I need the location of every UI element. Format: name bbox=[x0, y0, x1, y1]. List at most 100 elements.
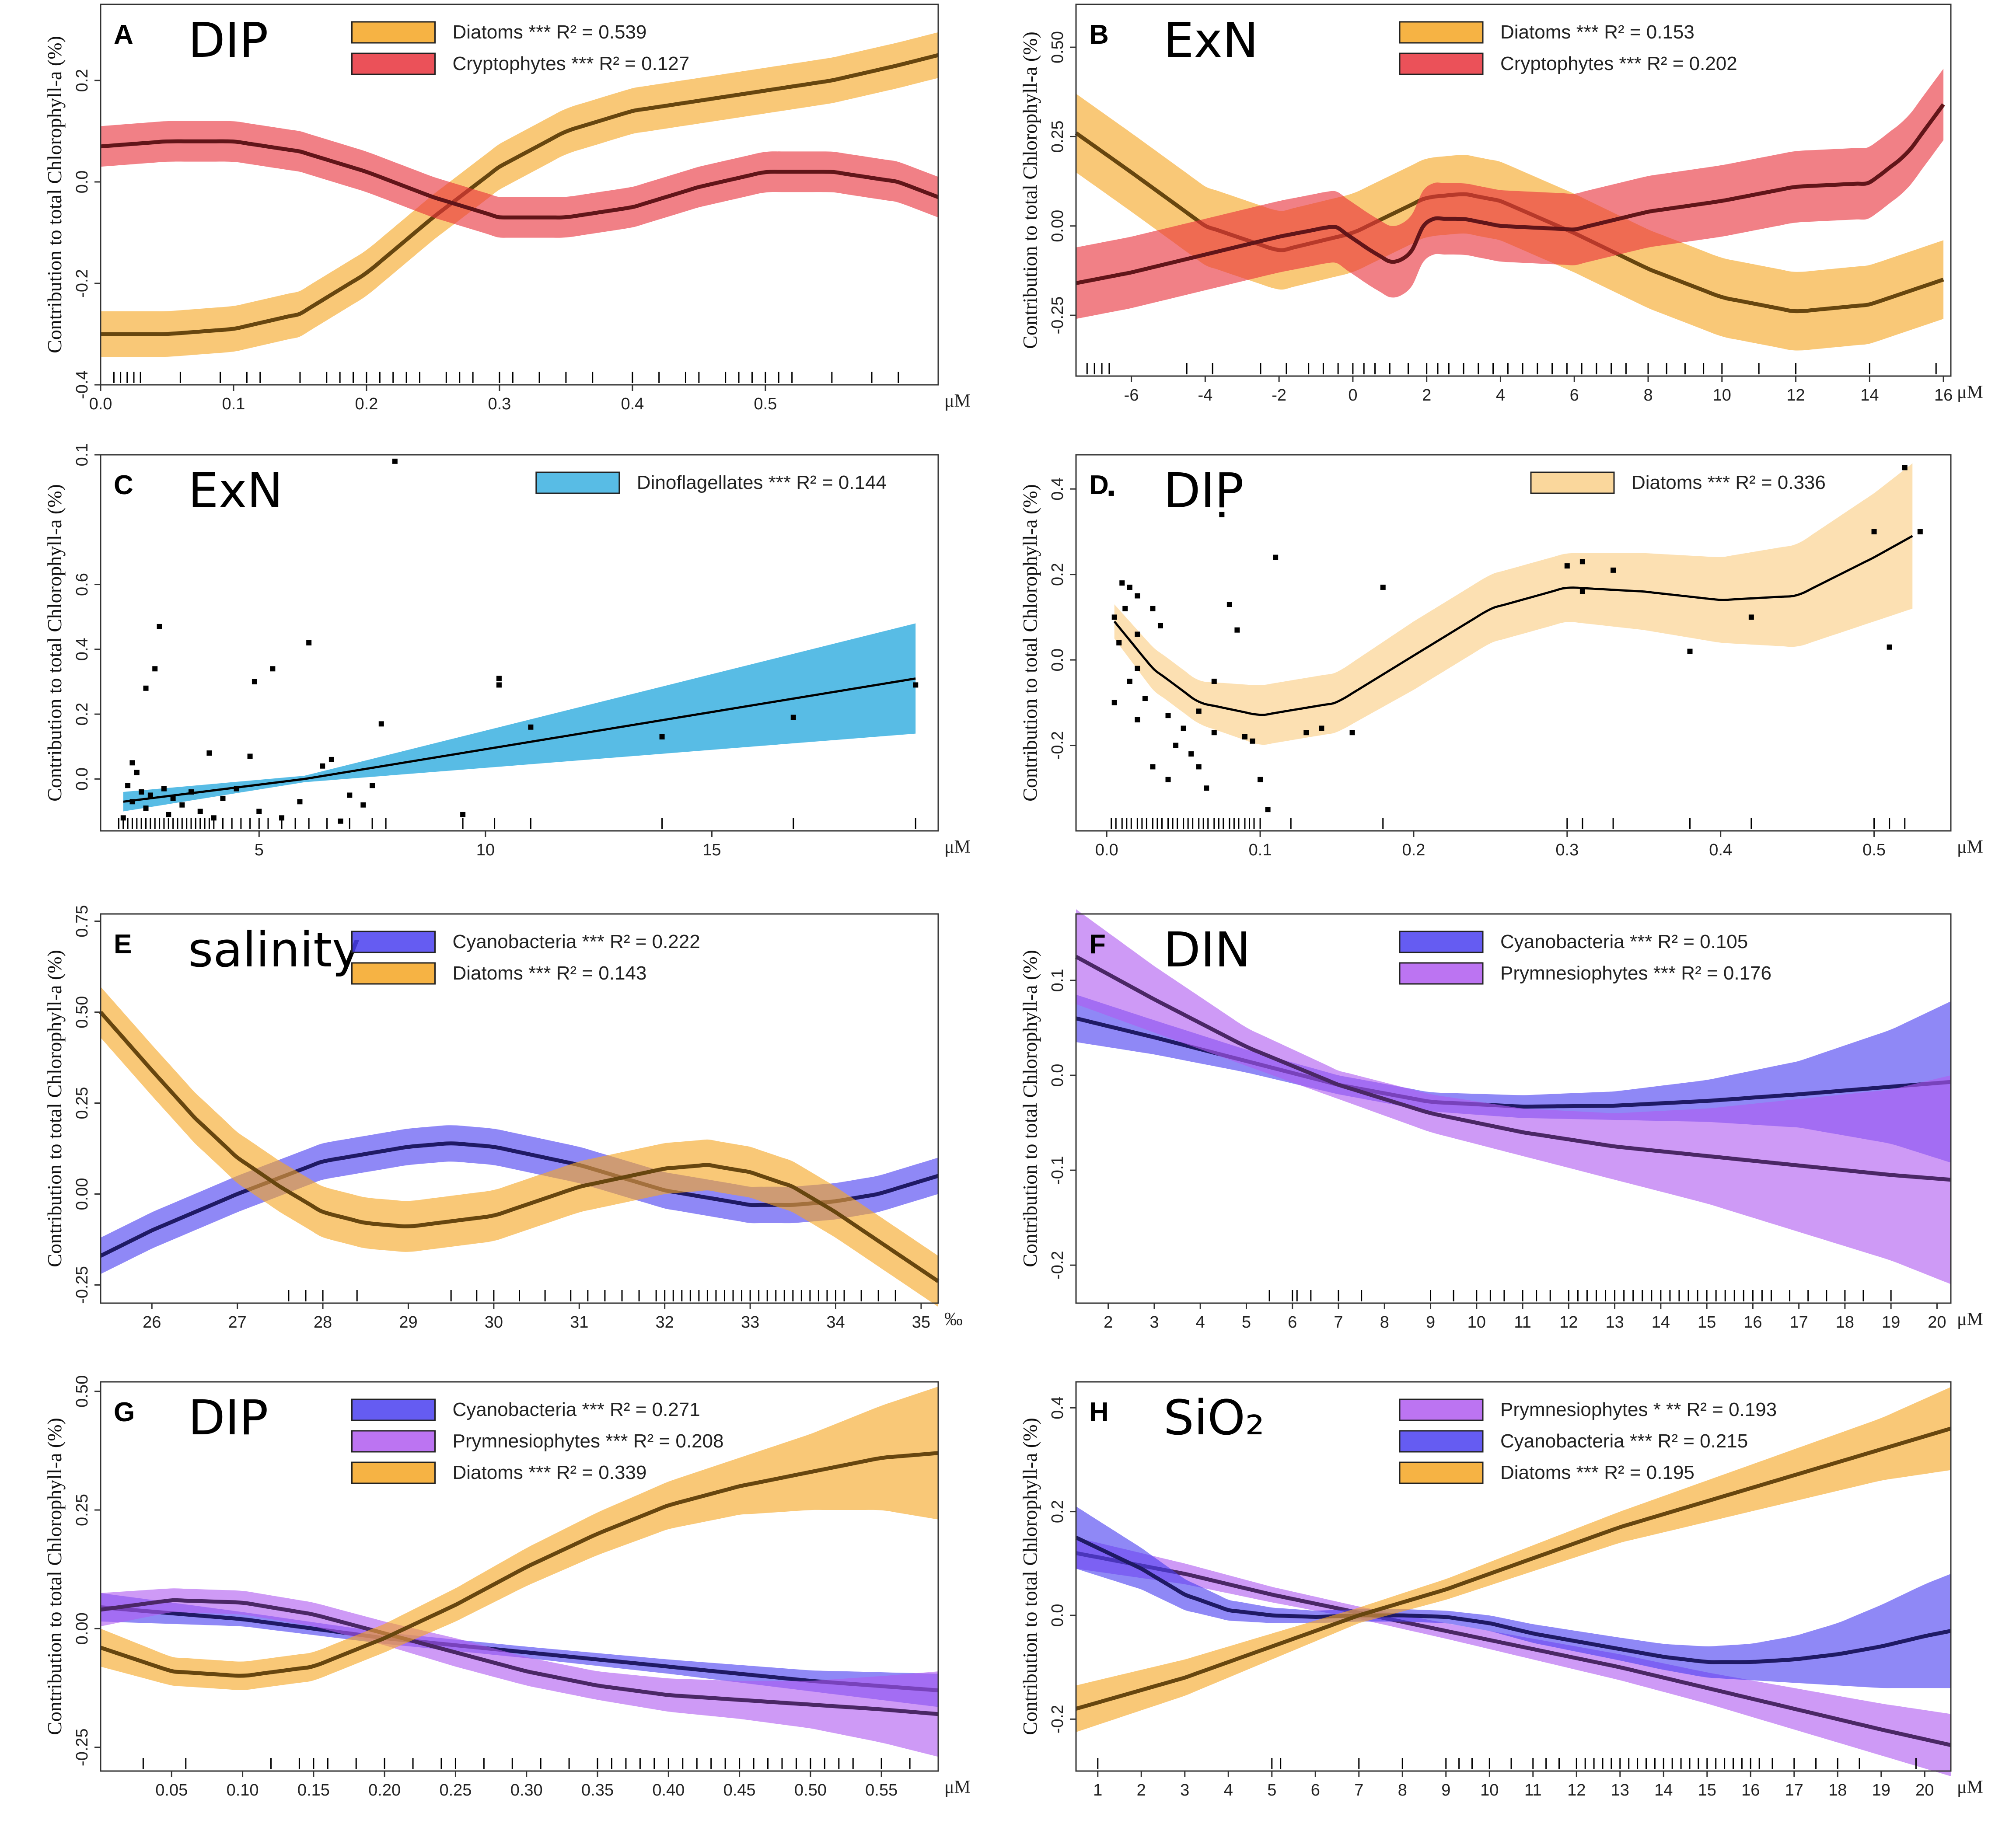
panel-letter: A bbox=[114, 20, 133, 50]
fit-line-cyanobacteria bbox=[100, 1605, 939, 1692]
y-tick-label: -0.4 bbox=[73, 370, 91, 399]
plot-frame bbox=[100, 454, 939, 832]
x-tick-label: 13 bbox=[1605, 1313, 1624, 1332]
data-point bbox=[1273, 554, 1279, 560]
x-tick-label: 16 bbox=[1743, 1313, 1762, 1332]
data-point bbox=[528, 724, 534, 730]
panel-letter: E bbox=[114, 929, 132, 959]
x-tick-label: 0.15 bbox=[297, 1781, 330, 1799]
x-tick-label: 28 bbox=[314, 1313, 332, 1332]
data-point bbox=[1135, 593, 1140, 599]
data-point bbox=[197, 809, 203, 814]
plot-frame bbox=[1075, 1381, 1952, 1772]
panel-letter: G bbox=[114, 1397, 135, 1427]
x-tick-label: 4 bbox=[1224, 1781, 1233, 1799]
y-tick-label: 0.0 bbox=[73, 171, 91, 194]
y-tick-label: 0.6 bbox=[73, 573, 91, 596]
data-point bbox=[125, 783, 131, 788]
x-tick-label: 16 bbox=[1741, 1781, 1760, 1799]
x-tick-label: -4 bbox=[1198, 386, 1212, 404]
data-point bbox=[913, 682, 919, 688]
plot-frame bbox=[1075, 913, 1952, 1304]
x-tick-label: -6 bbox=[1124, 386, 1139, 404]
confidence-band-prymnesiophytes bbox=[101, 1588, 938, 1757]
x-tick-label: 2 bbox=[1137, 1781, 1146, 1799]
data-point bbox=[1204, 785, 1209, 791]
data-point bbox=[460, 812, 466, 817]
x-tick-label: 35 bbox=[912, 1313, 930, 1332]
panel-title: salinity bbox=[188, 922, 360, 978]
y-tick-label: 0.1 bbox=[1048, 969, 1067, 992]
x-tick-label: 0.10 bbox=[227, 1781, 259, 1799]
legend-swatch-diatoms bbox=[351, 1461, 436, 1484]
data-point bbox=[247, 753, 253, 759]
x-unit-label: ‰ bbox=[944, 1309, 963, 1329]
x-tick-label: 12 bbox=[1786, 386, 1805, 404]
data-point bbox=[1902, 465, 1908, 471]
y-axis-label: Contribution to total Chlorophyll-a (%) bbox=[43, 1418, 66, 1735]
data-point bbox=[1579, 559, 1585, 565]
data-point bbox=[1349, 730, 1355, 736]
rug-marks bbox=[1111, 818, 1906, 829]
data-point bbox=[1258, 777, 1263, 782]
x-tick-label: 3 bbox=[1180, 1781, 1189, 1799]
data-point bbox=[1127, 678, 1132, 684]
x-tick-label: 6 bbox=[1288, 1313, 1297, 1332]
confidence-band-diatoms bbox=[101, 1386, 938, 1690]
data-point bbox=[1219, 512, 1225, 517]
x-tick-label: -2 bbox=[1272, 386, 1286, 404]
data-point bbox=[496, 682, 502, 688]
data-point bbox=[1181, 725, 1186, 731]
y-tick-label: 0.00 bbox=[1048, 210, 1067, 242]
data-point bbox=[360, 802, 366, 808]
data-point bbox=[270, 666, 276, 672]
data-point bbox=[370, 783, 375, 788]
panel-title: DIP bbox=[188, 1390, 268, 1446]
panel-g: Contribution to total Chlorophyll-a (%)-… bbox=[43, 1375, 971, 1799]
x-tick-label: 20 bbox=[1928, 1313, 1946, 1332]
x-tick-label: 32 bbox=[656, 1313, 674, 1332]
y-tick-label: -0.25 bbox=[73, 1728, 91, 1766]
legend-swatch-dinoflagellates bbox=[535, 471, 620, 494]
x-tick-label: 8 bbox=[1643, 386, 1653, 404]
confidence-band-diatoms bbox=[101, 987, 938, 1307]
data-point bbox=[143, 805, 149, 811]
data-point bbox=[152, 666, 158, 672]
rug-marks bbox=[1268, 1290, 1892, 1301]
data-point bbox=[129, 760, 135, 766]
x-tick-label: 11 bbox=[1514, 1313, 1531, 1332]
legend-swatch-diatoms bbox=[1399, 1461, 1484, 1484]
x-tick-label: 6 bbox=[1311, 1781, 1320, 1799]
y-tick-label: 0.0 bbox=[1048, 1064, 1067, 1087]
x-tick-label: 18 bbox=[1836, 1313, 1854, 1332]
x-tick-label: 5 bbox=[255, 841, 264, 859]
x-tick-label: 0 bbox=[1348, 386, 1357, 404]
x-tick-label: 9 bbox=[1426, 1313, 1435, 1332]
fit-line-cryptophytes bbox=[100, 139, 939, 220]
legend-label-diatoms: Diatoms *** R² = 0.153 bbox=[1500, 21, 1695, 43]
y-tick-label: 0.4 bbox=[73, 638, 91, 661]
data-point bbox=[139, 789, 144, 795]
data-point bbox=[320, 763, 325, 769]
fit-line-diatoms bbox=[99, 1011, 940, 1283]
legend-swatch-prymnesiophytes bbox=[1399, 1398, 1484, 1421]
plot-area bbox=[1075, 909, 1951, 1284]
x-unit-label: μM bbox=[1957, 1777, 1983, 1797]
confidence-band-cryptophytes bbox=[1076, 69, 1944, 319]
legend-label-prymnesiophytes: Prymnesiophytes *** R² = 0.208 bbox=[453, 1430, 724, 1452]
rug-marks bbox=[118, 818, 916, 829]
y-tick-label: -0.2 bbox=[1048, 731, 1067, 760]
data-point bbox=[134, 770, 140, 775]
data-point bbox=[1871, 529, 1877, 534]
x-tick-label: 3 bbox=[1149, 1313, 1159, 1332]
y-tick-label: -0.2 bbox=[1048, 1705, 1067, 1733]
x-tick-label: 0.55 bbox=[865, 1781, 898, 1799]
y-tick-label: 0.75 bbox=[73, 905, 91, 938]
data-point bbox=[1579, 589, 1585, 594]
data-point bbox=[179, 802, 185, 808]
data-point bbox=[157, 624, 162, 629]
panel-e: Contribution to total Chlorophyll-a (%)-… bbox=[43, 905, 963, 1332]
confidence-band-diatoms bbox=[1114, 463, 1913, 745]
data-point bbox=[1135, 666, 1140, 671]
x-tick-label: 19 bbox=[1882, 1313, 1900, 1332]
